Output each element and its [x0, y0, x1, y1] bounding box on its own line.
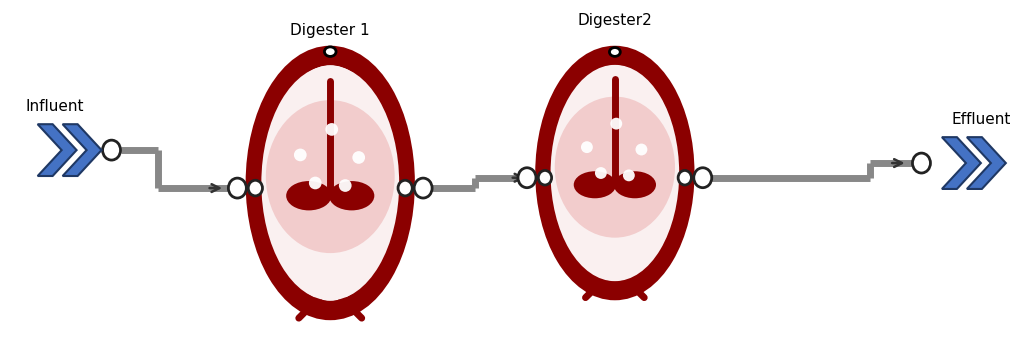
Ellipse shape [623, 169, 634, 181]
Ellipse shape [329, 181, 375, 211]
Ellipse shape [555, 97, 675, 237]
Ellipse shape [294, 149, 306, 161]
Ellipse shape [248, 180, 263, 196]
Ellipse shape [102, 140, 120, 160]
Ellipse shape [262, 66, 400, 300]
Ellipse shape [325, 123, 338, 136]
Ellipse shape [352, 151, 365, 164]
Ellipse shape [286, 181, 331, 211]
Ellipse shape [338, 179, 352, 192]
Ellipse shape [614, 171, 656, 198]
Ellipse shape [611, 118, 622, 130]
Text: Digester 1: Digester 1 [291, 23, 371, 38]
Ellipse shape [324, 47, 336, 56]
Ellipse shape [693, 168, 712, 188]
Polygon shape [62, 124, 101, 176]
Polygon shape [37, 124, 77, 176]
Ellipse shape [545, 55, 685, 290]
Ellipse shape [913, 153, 930, 173]
Ellipse shape [398, 180, 412, 196]
Ellipse shape [678, 170, 691, 185]
Ellipse shape [573, 171, 616, 198]
Text: Effluent: Effluent [951, 112, 1010, 127]
Text: Influent: Influent [26, 99, 85, 114]
Polygon shape [942, 137, 981, 189]
Polygon shape [967, 137, 1006, 189]
Text: Digester2: Digester2 [578, 12, 652, 28]
Ellipse shape [266, 100, 394, 253]
Ellipse shape [610, 48, 620, 56]
Ellipse shape [581, 141, 593, 153]
Ellipse shape [256, 55, 405, 311]
Ellipse shape [518, 168, 536, 188]
Ellipse shape [635, 143, 647, 155]
Ellipse shape [308, 177, 322, 189]
Ellipse shape [595, 167, 607, 179]
Ellipse shape [551, 65, 679, 281]
Ellipse shape [538, 170, 552, 185]
Ellipse shape [229, 178, 246, 198]
Ellipse shape [414, 178, 433, 198]
